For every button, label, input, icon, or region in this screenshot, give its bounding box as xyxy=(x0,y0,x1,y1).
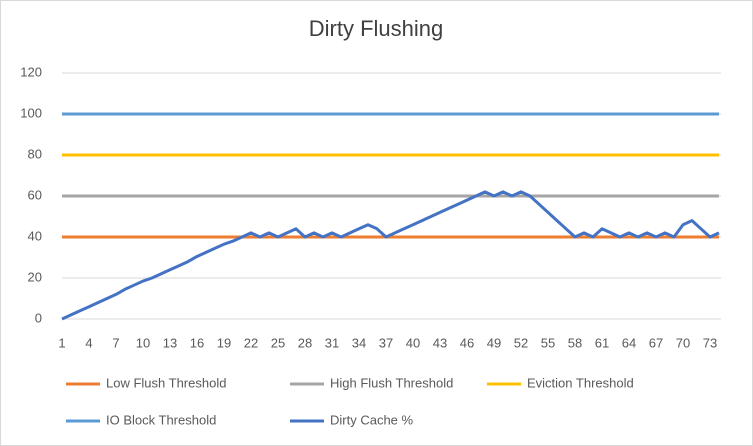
y-tick-label: 120 xyxy=(20,64,42,79)
x-tick-label: 52 xyxy=(514,335,528,350)
x-tick-label: 73 xyxy=(703,335,717,350)
legend-label: Low Flush Threshold xyxy=(106,375,226,390)
legend-label: Dirty Cache % xyxy=(330,412,414,427)
x-tick-label: 67 xyxy=(649,335,663,350)
x-tick-label: 49 xyxy=(487,335,501,350)
y-tick-label: 20 xyxy=(28,269,42,284)
x-tick-label: 13 xyxy=(163,335,177,350)
y-tick-label: 60 xyxy=(28,187,42,202)
y-tick-label: 100 xyxy=(20,105,42,120)
x-tick-label: 10 xyxy=(136,335,150,350)
x-tick-label: 25 xyxy=(271,335,285,350)
legend-label: High Flush Threshold xyxy=(330,375,453,390)
legend-label: Eviction Threshold xyxy=(527,375,634,390)
chart-title: Dirty Flushing xyxy=(309,16,443,41)
x-tick-label: 64 xyxy=(622,335,636,350)
x-tick-label: 61 xyxy=(595,335,609,350)
y-tick-label: 80 xyxy=(28,146,42,161)
x-tick-label: 34 xyxy=(352,335,366,350)
x-tick-label: 70 xyxy=(676,335,690,350)
x-tick-label: 40 xyxy=(406,335,420,350)
y-tick-label: 0 xyxy=(35,310,42,325)
x-tick-label: 28 xyxy=(298,335,312,350)
x-tick-label: 4 xyxy=(85,335,92,350)
x-tick-label: 58 xyxy=(568,335,582,350)
x-tick-label: 1 xyxy=(58,335,65,350)
x-tick-label: 16 xyxy=(190,335,204,350)
x-tick-label: 46 xyxy=(460,335,474,350)
legend-label: IO Block Threshold xyxy=(106,412,216,427)
x-tick-label: 19 xyxy=(217,335,231,350)
x-tick-label: 55 xyxy=(541,335,555,350)
x-tick-label: 22 xyxy=(244,335,258,350)
x-tick-label: 37 xyxy=(379,335,393,350)
line-series xyxy=(61,190,720,321)
y-tick-label: 40 xyxy=(28,228,42,243)
x-tick-label: 43 xyxy=(433,335,447,350)
x-tick-label: 7 xyxy=(112,335,119,350)
x-tick-label: 31 xyxy=(325,335,339,350)
